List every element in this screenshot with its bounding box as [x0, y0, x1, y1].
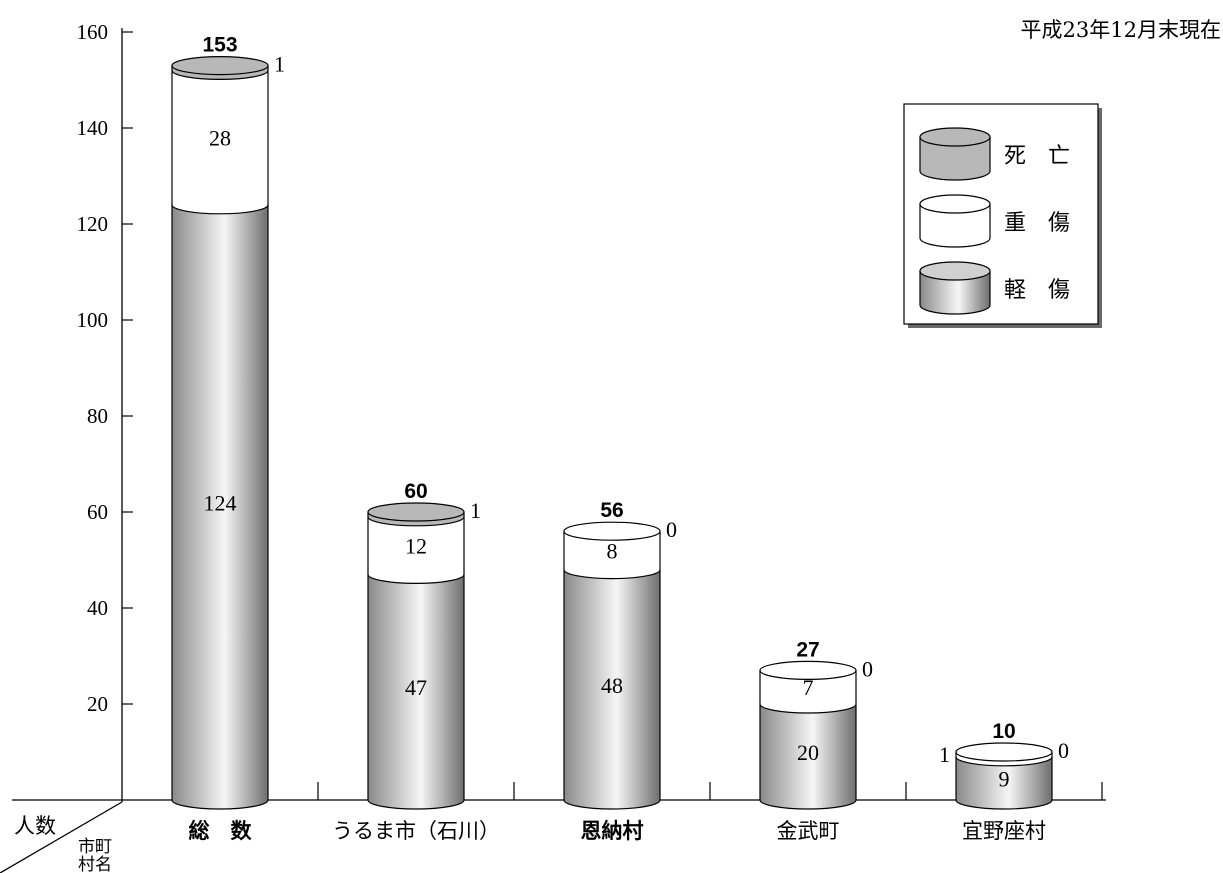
bar-group [759, 660, 857, 810]
bar-top [171, 55, 269, 76]
value-label-serious: 7 [803, 675, 814, 700]
value-label-minor: 20 [797, 740, 819, 765]
legend-swatch-top [919, 261, 991, 281]
x-axis-label-1: 市町 [78, 837, 112, 857]
value-label-serious: 28 [209, 126, 231, 151]
x-tick-label: 恩納村 [581, 819, 644, 843]
y-tick-label: 20 [87, 692, 108, 716]
y-tick-label: 80 [87, 404, 108, 428]
corner-diagonal [0, 801, 123, 873]
bar-top [563, 521, 661, 541]
bar-top [759, 660, 857, 681]
value-label-death: 0 [666, 517, 677, 542]
y-axis-label: 人数 [14, 814, 56, 838]
bar-group [955, 742, 1053, 810]
value-label-minor: 48 [601, 673, 623, 698]
legend-swatch-body [919, 203, 991, 248]
value-label-minor: 9 [999, 766, 1010, 791]
total-label: 60 [404, 480, 427, 503]
bars [171, 55, 1053, 810]
bar-serious [367, 516, 465, 584]
legend-label: 軽 傷 [1004, 278, 1070, 303]
bar-serious [759, 669, 857, 714]
legend-swatch [919, 127, 991, 181]
bar-minor [955, 756, 1053, 810]
x-tick-label: 総 数 [189, 819, 253, 843]
y-tick-label: 100 [77, 308, 109, 332]
bar-minor [171, 204, 269, 810]
bar-top [367, 502, 465, 522]
bar-minor [759, 703, 857, 810]
y-tick-label: 60 [87, 500, 108, 524]
total-label: 27 [796, 638, 819, 661]
date-note: 平成23年12月末現在 [1020, 18, 1221, 42]
legend-swatch [919, 194, 991, 248]
value-label-serious: 1 [939, 742, 950, 767]
total-label: 153 [202, 34, 237, 57]
y-tick-label: 140 [77, 116, 109, 140]
value-label-minor: 124 [204, 490, 237, 515]
legend-label: 重 傷 [1004, 211, 1070, 236]
bar-group [171, 55, 269, 810]
x-tick-label: 宜野座村 [962, 819, 1046, 843]
value-label-death: 1 [274, 52, 285, 77]
bar-minor [563, 569, 661, 810]
bar-group [563, 521, 661, 810]
value-label-serious: 8 [607, 538, 618, 563]
x-ticks: 総 数 うるま市（石川） 恩納村 金武町 宜野座村 [189, 782, 1103, 843]
bar-minor [367, 573, 465, 810]
legend-swatch-top [919, 127, 991, 147]
legend-swatch [919, 261, 991, 315]
value-label-serious: 12 [405, 534, 427, 559]
bar-top [955, 742, 1053, 762]
value-label-death: 1 [470, 498, 481, 523]
bar-group [367, 502, 465, 810]
x-tick-label: うるま市（石川） [332, 819, 500, 843]
legend-swatch-top [919, 194, 991, 214]
y-tick-label: 120 [77, 212, 109, 236]
y-ticks: 20 40 60 80 100 120 140 160 [77, 20, 133, 716]
legend: 死 亡重 傷軽 傷 [903, 103, 1102, 328]
x-axis-label-2: 村名 [78, 855, 112, 873]
value-label-death: 0 [862, 656, 873, 681]
legend-swatch-body [919, 270, 991, 315]
value-label-death: 0 [1058, 738, 1069, 763]
legend-label: 死 亡 [1004, 144, 1070, 169]
legend-swatch-body [919, 136, 991, 181]
bar-serious [171, 69, 269, 215]
y-tick-label: 160 [77, 20, 109, 44]
total-label: 56 [600, 499, 623, 522]
value-label-minor: 47 [405, 675, 427, 700]
total-label: 10 [992, 720, 1015, 743]
y-tick-label: 40 [87, 596, 108, 620]
bar-serious [563, 530, 661, 580]
x-tick-label: 金武町 [777, 819, 840, 843]
